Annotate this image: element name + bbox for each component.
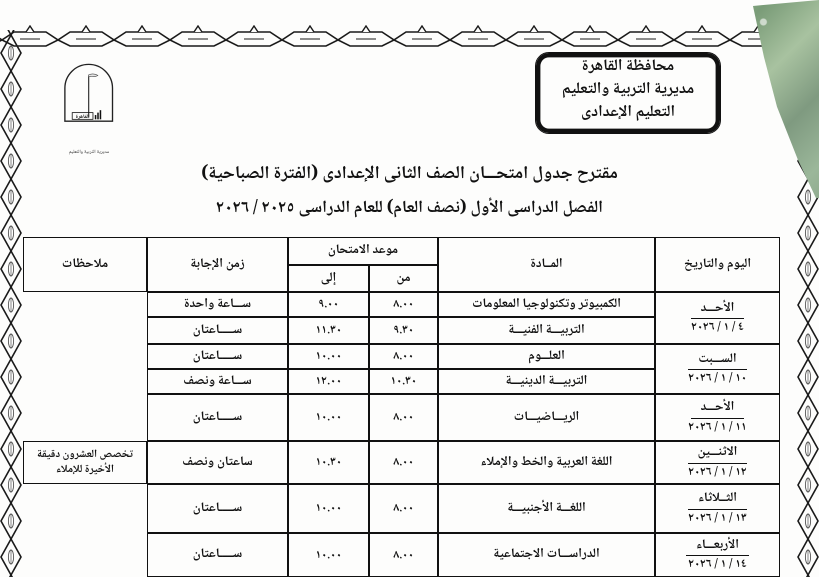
svg-text:القاهرة: القاهرة bbox=[76, 113, 90, 122]
